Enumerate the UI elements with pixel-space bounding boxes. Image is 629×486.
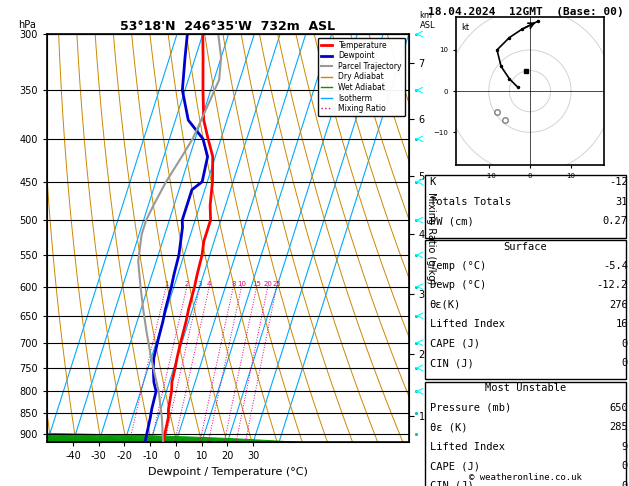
Text: 3: 3 (198, 280, 202, 287)
Y-axis label: Mixing Ratio (g/kg): Mixing Ratio (g/kg) (426, 192, 436, 284)
Text: 276: 276 (609, 300, 628, 310)
Text: LCL: LCL (474, 56, 489, 65)
Text: 15: 15 (252, 280, 261, 287)
Text: 285: 285 (609, 422, 628, 433)
Text: CAPE (J): CAPE (J) (430, 339, 479, 349)
Text: 16: 16 (615, 319, 628, 330)
Text: 18.04.2024  12GMT  (Base: 00): 18.04.2024 12GMT (Base: 00) (428, 7, 624, 17)
Text: Surface: Surface (504, 242, 547, 252)
Text: θε(K): θε(K) (430, 300, 461, 310)
Text: Temp (°C): Temp (°C) (430, 261, 486, 271)
Text: -5.4: -5.4 (603, 261, 628, 271)
Text: 650: 650 (609, 403, 628, 413)
Text: 0: 0 (621, 461, 628, 471)
Text: -12.2: -12.2 (596, 280, 628, 291)
Text: 10: 10 (237, 280, 246, 287)
Text: CAPE (J): CAPE (J) (430, 461, 479, 471)
Text: 9: 9 (621, 442, 628, 452)
Text: 0: 0 (621, 481, 628, 486)
Text: θε (K): θε (K) (430, 422, 467, 433)
Text: km
ASL: km ASL (420, 11, 435, 30)
Text: 0: 0 (621, 339, 628, 349)
Title: 53°18'N  246°35'W  732m  ASL: 53°18'N 246°35'W 732m ASL (120, 20, 336, 33)
Text: 20: 20 (264, 280, 272, 287)
Text: -12: -12 (609, 177, 628, 188)
Text: Totals Totals: Totals Totals (430, 197, 511, 207)
Text: Dewp (°C): Dewp (°C) (430, 280, 486, 291)
Legend: Temperature, Dewpoint, Parcel Trajectory, Dry Adiabat, Wet Adiabat, Isotherm, Mi: Temperature, Dewpoint, Parcel Trajectory… (318, 38, 405, 116)
Text: 8: 8 (231, 280, 236, 287)
Text: 31: 31 (615, 197, 628, 207)
Text: 2: 2 (185, 280, 189, 287)
Text: 4: 4 (207, 280, 211, 287)
Text: Most Unstable: Most Unstable (485, 383, 566, 394)
Text: PW (cm): PW (cm) (430, 216, 474, 226)
X-axis label: Dewpoint / Temperature (°C): Dewpoint / Temperature (°C) (148, 467, 308, 477)
Text: Lifted Index: Lifted Index (430, 319, 504, 330)
Text: CIN (J): CIN (J) (430, 358, 474, 368)
Text: 1: 1 (164, 280, 169, 287)
Text: K: K (430, 177, 436, 188)
Text: kt: kt (462, 23, 470, 32)
Text: 25: 25 (272, 280, 281, 287)
Text: Pressure (mb): Pressure (mb) (430, 403, 511, 413)
Text: CIN (J): CIN (J) (430, 481, 474, 486)
Text: hPa: hPa (18, 20, 36, 30)
Text: 0: 0 (621, 358, 628, 368)
Text: Lifted Index: Lifted Index (430, 442, 504, 452)
Text: 0.27: 0.27 (603, 216, 628, 226)
Text: © weatheronline.co.uk: © weatheronline.co.uk (469, 473, 582, 482)
